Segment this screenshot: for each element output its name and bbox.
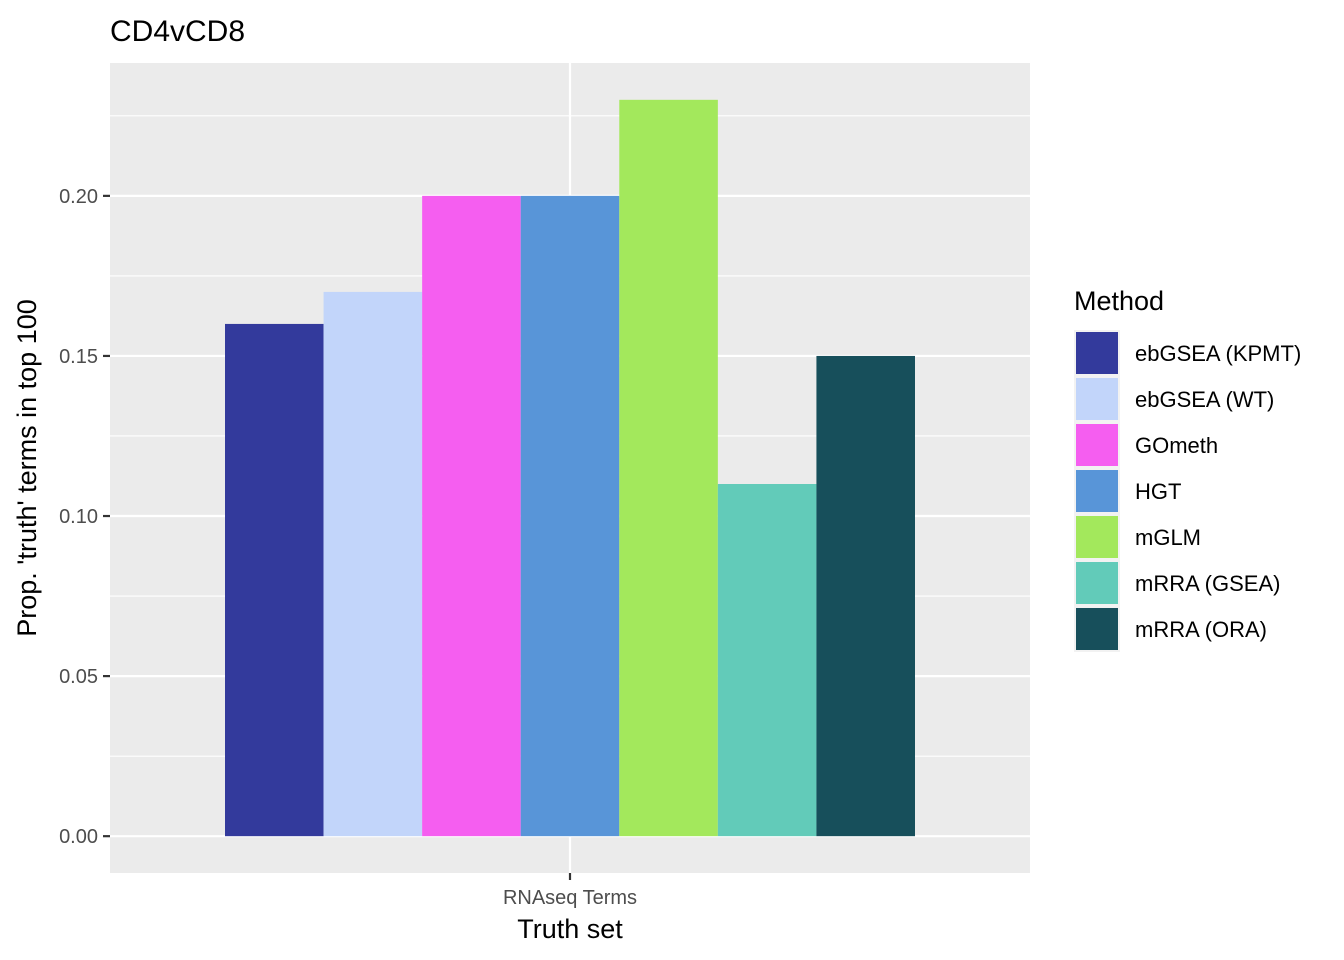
y-axis: 0.00 0.05 0.10 0.15 0.20 <box>59 186 110 848</box>
chart-title: CD4vCD8 <box>110 15 245 48</box>
y-tick-label: 0.20 <box>59 186 98 208</box>
legend-label: mRRA (ORA) <box>1135 617 1267 642</box>
legend-label: HGT <box>1135 479 1181 504</box>
legend-label: ebGSEA (WT) <box>1135 387 1274 412</box>
legend-key-swatch <box>1076 378 1118 420</box>
legend-key-swatch <box>1076 332 1118 374</box>
bar-ebgsea-kpmt <box>225 323 324 837</box>
legend-key-swatch <box>1076 424 1118 466</box>
x-axis-label: Truth set <box>517 914 623 944</box>
y-tick-label: 0.10 <box>59 506 98 528</box>
bar-gometh <box>422 195 521 837</box>
legend-label: GOmeth <box>1135 433 1218 458</box>
legend-key-swatch <box>1076 608 1118 650</box>
legend-label: ebGSEA (KPMT) <box>1135 341 1301 366</box>
bar-hgt <box>520 195 620 837</box>
legend-key-swatch <box>1076 516 1118 558</box>
legend-key-swatch <box>1076 562 1118 604</box>
bar-mglm <box>619 99 718 837</box>
y-tick-label: 0.15 <box>59 346 98 368</box>
legend-label: mRRA (GSEA) <box>1135 571 1280 596</box>
legend: Method ebGSEA (KPMT) ebGSEA (WT) GOmeth HGT… <box>1074 286 1301 652</box>
legend-title: Method <box>1074 286 1164 316</box>
x-axis: RNAseq Terms <box>503 873 637 909</box>
legend-label: mGLM <box>1135 525 1201 550</box>
bars <box>225 99 915 837</box>
bar-mrra-ora <box>816 355 915 837</box>
bar-mrra-gsea <box>717 484 817 837</box>
y-tick-label: 0.00 <box>59 826 98 848</box>
bar-ebgsea-wt <box>323 291 423 837</box>
y-tick-label: 0.05 <box>59 666 98 688</box>
x-tick-label: RNAseq Terms <box>503 887 637 909</box>
legend-key-swatch <box>1076 470 1118 512</box>
y-axis-label: Prop. 'truth' terms in top 100 <box>12 299 42 636</box>
